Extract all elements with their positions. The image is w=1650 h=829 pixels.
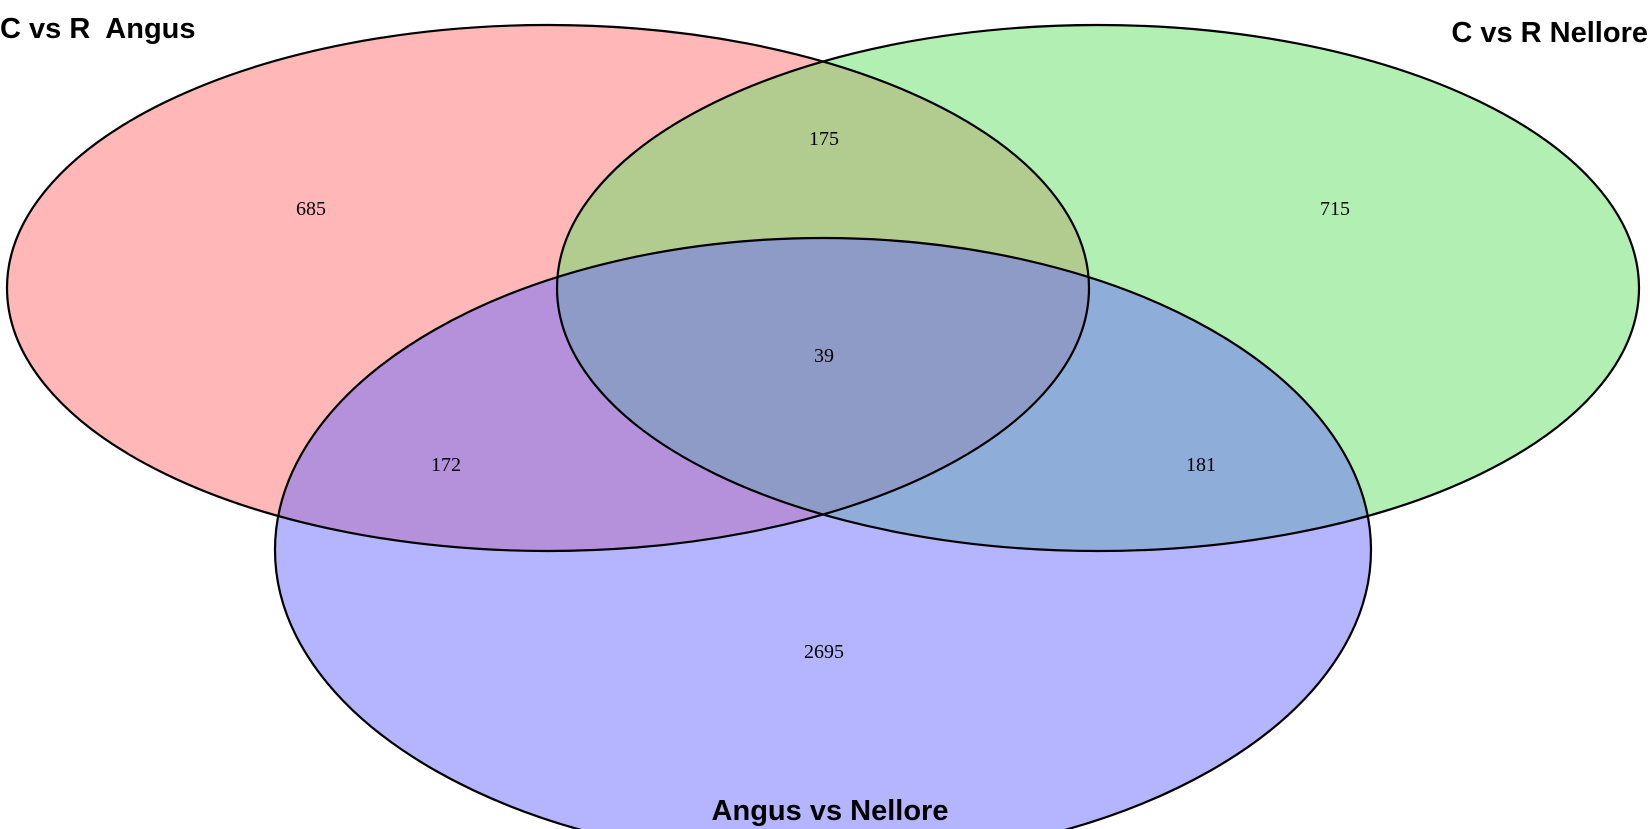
count-c-only: 2695 [804, 641, 844, 663]
set-c-label: Angus vs Nellore [712, 795, 949, 827]
set-b-label: C vs R Nellore [1451, 17, 1648, 49]
count-bc: 181 [1186, 454, 1216, 476]
set-c-outline [274, 236, 1372, 829]
count-ac: 172 [431, 454, 461, 476]
count-b-only: 715 [1320, 198, 1350, 220]
set-a-outline [5, 23, 1091, 553]
set-a-label: C vs R Angus [0, 13, 196, 45]
count-a-only: 685 [296, 198, 326, 220]
count-abc: 39 [814, 345, 834, 367]
count-ab: 175 [809, 128, 839, 150]
set-c-ellipse [275, 238, 1371, 829]
set-b-outline [555, 23, 1641, 553]
